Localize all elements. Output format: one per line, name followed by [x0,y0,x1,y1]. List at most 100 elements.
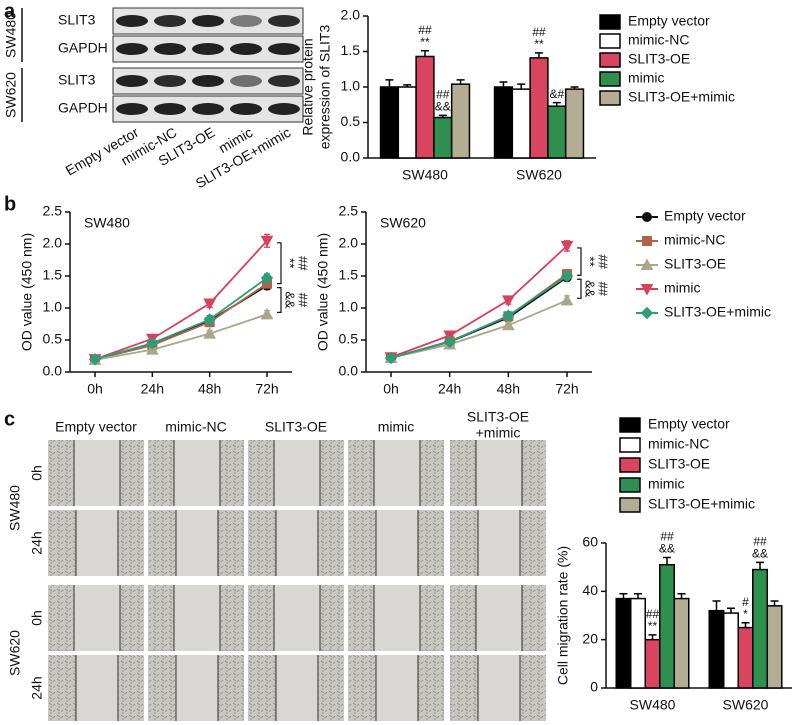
legend-swatch [599,33,621,49]
legend-label: mimic-NC [664,232,725,248]
legend-swatch [599,52,621,68]
legend-label: SLIT3-OE [664,256,726,272]
legend-label: mimic-NC [648,436,709,452]
bar [766,605,783,689]
y-tick-label: 0.5 [339,331,359,347]
scratch-gap [174,440,220,506]
marker [560,269,574,283]
significance-label: # [742,595,749,609]
blot-band [154,15,186,27]
significance-label: ** [534,37,544,51]
significance-label: && [659,542,675,556]
column-label: SLIT3-OE [467,409,529,425]
scratch-gap [376,655,418,721]
bar [708,609,725,689]
significance-label: ## [646,607,660,621]
blot-band [268,75,300,87]
blot-band [154,103,186,115]
blot-band [230,75,262,87]
legend-swatch [619,417,641,433]
legend-marker [642,212,652,222]
scratch-gap [276,655,318,721]
column-label: SLIT3-OE [265,419,327,435]
column-label: Empty vector [55,419,137,435]
marker [384,351,398,365]
cell-line-label: SW620 [3,72,19,118]
bar [379,86,400,159]
bar [615,597,632,689]
blot-band [192,75,224,87]
y-axis-label: OD value (450 nm) [19,233,35,351]
bar [450,83,471,159]
legend-label: mimic-NC [628,32,689,48]
legend-marker [640,258,654,270]
protein-label: SLIT3 [58,72,96,88]
scratch-gap [478,655,520,721]
scratch-gap [374,585,420,651]
blot-band [116,75,148,87]
panel-letter: c [4,408,15,430]
bracket-label: && [283,291,298,309]
cell-line-label: SW480 [7,485,23,531]
significance-label: ** [648,619,658,633]
marker [203,327,217,339]
error-bar [552,101,561,107]
error-bar [756,561,765,570]
scratch-gap [374,440,420,506]
scratch-gap [76,510,118,576]
scratch-gap [74,440,120,506]
y-tick-label: 60 [582,534,598,550]
error-bar [499,81,508,87]
error-bar [712,600,721,611]
y-tick-label: 2.5 [43,203,63,219]
y-tick-label: 0.0 [43,363,63,379]
x-tick-label: 24h [438,381,461,397]
line [390,273,568,359]
column-label: mimic-NC [165,419,226,435]
x-tick-label: 0h [383,381,399,397]
blot-band [230,15,262,27]
error-bar [677,593,686,599]
blot-band [268,43,300,55]
chart-title: SW480 [84,215,130,231]
legend-swatch [599,14,621,30]
panel-letter: a [4,0,16,22]
y-tick-label: 0 [590,679,598,695]
column-label: mimic [378,419,415,435]
bar [493,86,514,159]
time-label: 24h [29,676,45,699]
scratch-gap [276,510,318,576]
time-label: 24h [29,531,45,554]
x-tick-label: 24h [141,381,164,397]
marker [146,336,159,350]
bar [629,597,646,689]
bar [547,105,567,159]
y-tick-label: 1.0 [341,78,361,94]
marker [260,235,274,248]
bar [644,638,661,689]
marker [88,352,102,366]
marker [501,318,515,331]
error-bar [456,79,465,85]
significance-label: ## [753,535,767,549]
error-bar [421,50,429,57]
x-tick-label: 48h [198,381,221,397]
x-tick-label: SW480 [630,697,676,713]
column-label: +mimic [476,425,521,441]
scratch-gap [478,510,520,576]
bracket-label: ## [596,282,611,297]
scratch-gap [176,655,218,721]
error-bar [741,622,750,628]
marker [560,293,574,306]
y-tick-label: 2.5 [339,203,359,219]
chart-title: SW620 [380,215,426,231]
line [390,299,568,359]
line [390,245,568,359]
marker [203,313,216,326]
blot-band [230,43,262,55]
y-tick-label: 2.0 [341,7,361,23]
blot-band [192,103,224,115]
x-tick-label: SW620 [516,167,562,183]
line [94,282,268,361]
y-tick-label: 0.5 [43,331,63,347]
